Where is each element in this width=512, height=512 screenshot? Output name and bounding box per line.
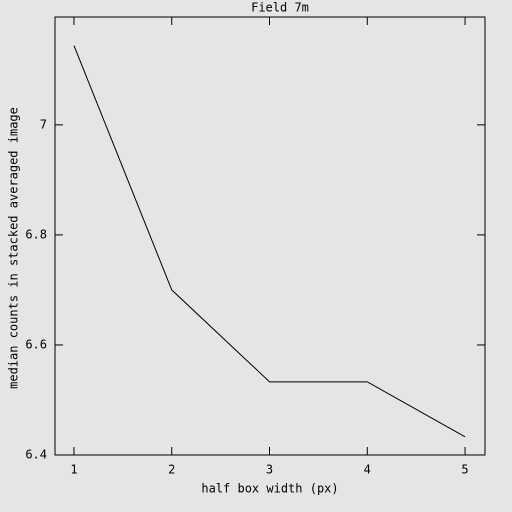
y-tick-label: 6.6 [25,337,47,351]
y-axis-label: median counts in stacked averaged image [7,107,21,389]
x-axis-label: half box width (px) [201,482,338,496]
x-tick-label: 2 [168,463,175,477]
y-tick-label: 6.8 [25,227,47,241]
y-tick-label: 6.4 [25,448,47,462]
y-tick-label: 7 [40,117,47,131]
x-tick-label: 4 [364,463,371,477]
x-tick-label: 5 [461,463,468,477]
chart-title: Field 7m [251,1,309,15]
x-tick-label: 3 [266,463,273,477]
data-line [73,45,466,438]
x-tick-label: 1 [70,463,77,477]
